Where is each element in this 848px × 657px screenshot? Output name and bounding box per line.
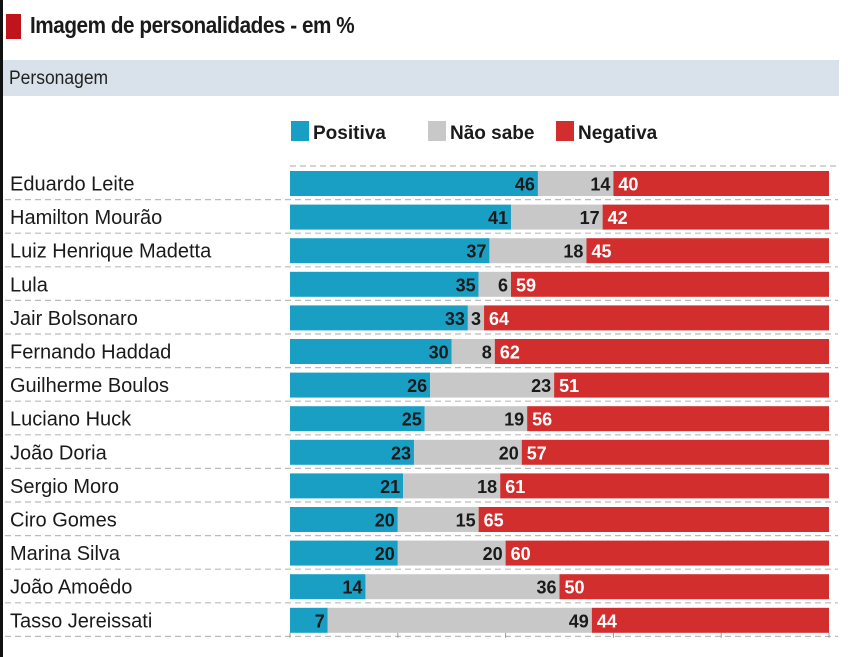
legend-swatch-0 [291, 121, 309, 141]
value-label: 20 [483, 544, 503, 564]
bar-negativa [592, 608, 829, 633]
legend-label-2: Negativa [578, 123, 658, 144]
value-label: 60 [511, 544, 531, 564]
value-label: 23 [531, 376, 551, 396]
category-label: Tasso Jereissati [10, 610, 152, 632]
value-label: 44 [597, 611, 617, 631]
bar-negativa [603, 205, 829, 230]
category-label: Fernando Haddad [10, 342, 171, 364]
category-label: Lula [10, 274, 49, 296]
category-label: Luciano Huck [10, 409, 132, 431]
value-label: 30 [429, 343, 449, 363]
value-label: 40 [618, 175, 638, 195]
value-label: 35 [456, 275, 476, 295]
bar-negativa [506, 541, 829, 566]
bar-negativa [495, 339, 829, 364]
value-label: 18 [477, 477, 497, 497]
category-label: João Amoêdo [10, 577, 132, 599]
bar-negativa [554, 373, 829, 398]
value-label: 20 [499, 443, 519, 463]
legend-label-1: Não sabe [450, 123, 534, 144]
category-label: Hamilton Mourão [10, 207, 162, 229]
bar-não-sabe [328, 608, 592, 633]
bar-negativa [479, 507, 829, 532]
value-label: 20 [375, 544, 395, 564]
value-label: 17 [580, 208, 600, 228]
value-label: 7 [315, 611, 325, 631]
value-label: 6 [498, 275, 508, 295]
bar-negativa [613, 171, 829, 196]
bar-não-sabe [365, 574, 559, 599]
value-label: 59 [516, 275, 536, 295]
value-label: 14 [342, 578, 362, 598]
value-label: 50 [565, 578, 585, 598]
bar-negativa [586, 238, 829, 263]
category-label: João Doria [10, 442, 108, 464]
category-label: Ciro Gomes [10, 510, 117, 532]
bar-negativa [527, 406, 829, 431]
value-label: 33 [445, 309, 465, 329]
category-label: Sergio Moro [10, 476, 119, 498]
value-label: 41 [488, 208, 508, 228]
bar-negativa [511, 272, 829, 297]
bar-negativa [522, 440, 829, 465]
value-label: 49 [569, 611, 589, 631]
bar-negativa [560, 574, 830, 599]
value-label: 42 [608, 208, 628, 228]
value-label: 21 [380, 477, 400, 497]
category-label: Eduardo Leite [10, 174, 135, 196]
value-label: 57 [527, 443, 547, 463]
stacked-bar-chart: Positiva Não sabe Negativa Eduardo Leite 46 1… [0, 0, 848, 657]
value-label: 64 [489, 309, 509, 329]
value-label: 19 [504, 410, 524, 430]
bar-positiva [290, 238, 489, 263]
value-label: 61 [505, 477, 525, 497]
legend-label-0: Positiva [313, 123, 386, 144]
bar-positiva [290, 171, 538, 196]
value-label: 62 [500, 343, 520, 363]
value-label: 51 [559, 376, 579, 396]
bar-positiva [290, 272, 479, 297]
value-label: 18 [563, 242, 583, 262]
value-label: 23 [391, 443, 411, 463]
category-label: Marina Silva [10, 543, 121, 565]
value-label: 26 [407, 376, 427, 396]
legend-swatch-1 [428, 121, 446, 141]
value-label: 14 [590, 175, 610, 195]
value-label: 20 [375, 511, 395, 531]
value-label: 46 [515, 175, 535, 195]
legend-swatch-2 [556, 121, 574, 141]
bar-negativa [484, 305, 829, 330]
value-label: 8 [482, 343, 492, 363]
value-label: 15 [456, 511, 476, 531]
value-label: 25 [402, 410, 422, 430]
value-label: 65 [484, 511, 504, 531]
value-label: 3 [471, 309, 481, 329]
bar-negativa [500, 473, 829, 498]
value-label: 36 [536, 578, 556, 598]
bar-positiva [290, 205, 511, 230]
category-label: Luiz Henrique Madetta [10, 241, 212, 263]
value-label: 45 [591, 242, 611, 262]
value-label: 56 [532, 410, 552, 430]
bar-positiva [290, 305, 468, 330]
category-label: Guilherme Boulos [10, 375, 169, 397]
category-label: Jair Bolsonaro [10, 308, 138, 330]
bar-positiva [290, 339, 452, 364]
value-label: 37 [466, 242, 486, 262]
